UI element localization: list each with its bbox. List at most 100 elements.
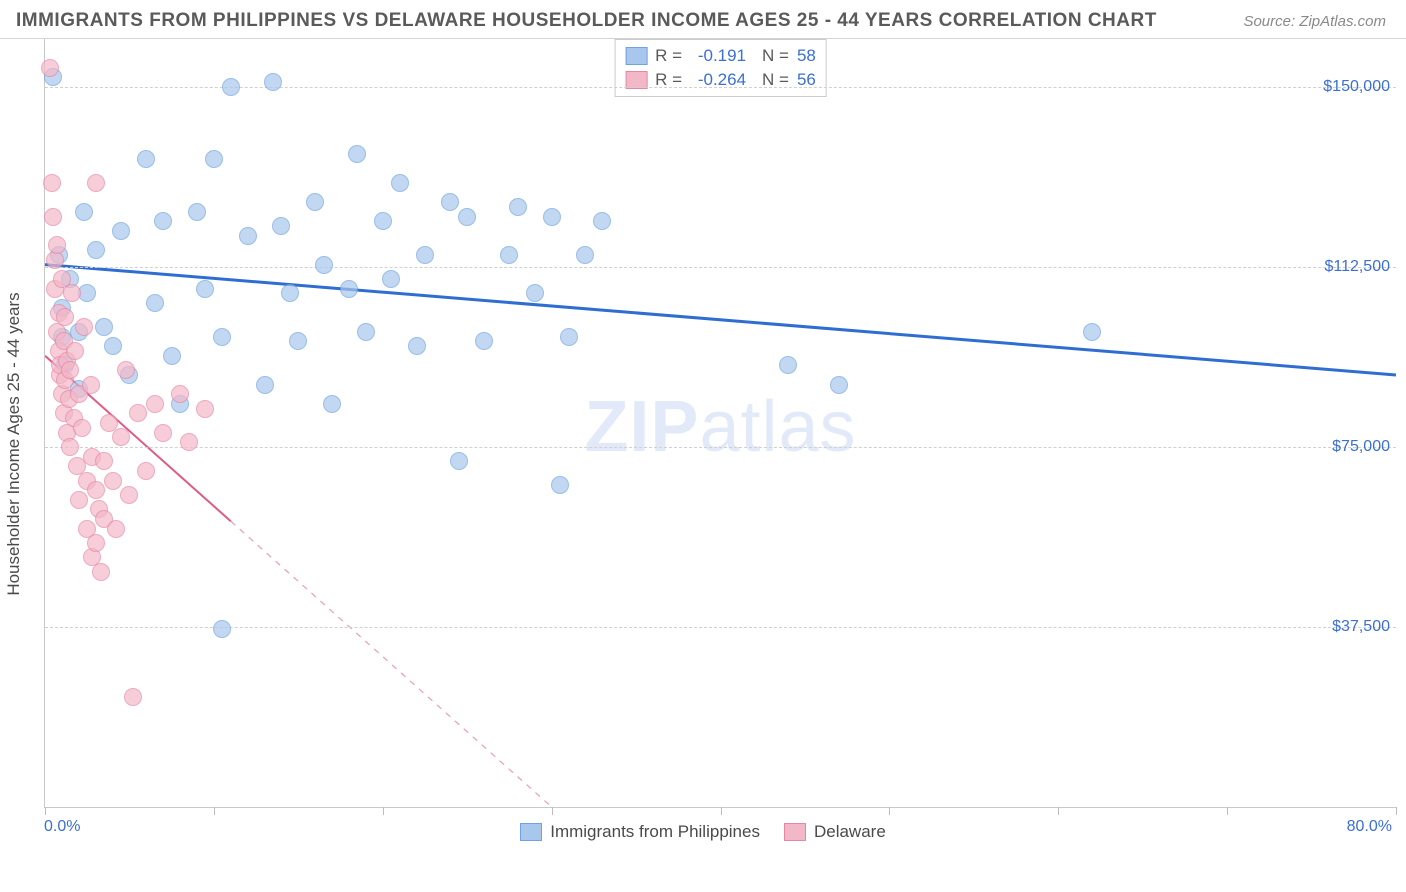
- data-point: [509, 198, 527, 216]
- data-point: [112, 428, 130, 446]
- data-point: [475, 332, 493, 350]
- data-point: [450, 452, 468, 470]
- data-point: [213, 328, 231, 346]
- legend-swatch: [784, 823, 806, 841]
- legend-r-value: -0.191: [690, 46, 746, 66]
- legend-label: Immigrants from Philippines: [550, 822, 760, 842]
- x-tick: [1396, 807, 1397, 815]
- data-point: [551, 476, 569, 494]
- gridline: [45, 627, 1396, 628]
- data-point: [104, 337, 122, 355]
- data-point: [1083, 323, 1101, 341]
- data-point: [416, 246, 434, 264]
- watermark: ZIPatlas: [584, 386, 856, 468]
- data-point: [315, 256, 333, 274]
- data-point: [526, 284, 544, 302]
- data-point: [374, 212, 392, 230]
- y-tick-label: $75,000: [1332, 438, 1390, 456]
- data-point: [154, 424, 172, 442]
- data-point: [43, 174, 61, 192]
- x-tick: [889, 807, 890, 815]
- data-point: [92, 563, 110, 581]
- legend-n-value: 58: [797, 46, 816, 66]
- y-tick-label: $112,500: [1324, 258, 1390, 276]
- legend-series: Immigrants from Philippines Delaware: [0, 822, 1406, 842]
- data-point: [117, 361, 135, 379]
- data-point: [82, 376, 100, 394]
- x-tick: [552, 807, 553, 815]
- data-point: [154, 212, 172, 230]
- data-point: [63, 284, 81, 302]
- data-point: [239, 227, 257, 245]
- data-point: [137, 462, 155, 480]
- chart-area: Householder Income Ages 25 - 44 years ZI…: [0, 38, 1406, 848]
- data-point: [95, 318, 113, 336]
- data-point: [196, 280, 214, 298]
- data-point: [87, 534, 105, 552]
- data-point: [213, 620, 231, 638]
- data-point: [543, 208, 561, 226]
- data-point: [56, 308, 74, 326]
- watermark-atlas: atlas: [699, 387, 856, 467]
- gridline: [45, 87, 1396, 88]
- y-tick-label: $37,500: [1332, 618, 1390, 636]
- data-point: [348, 145, 366, 163]
- data-point: [340, 280, 358, 298]
- x-tick: [721, 807, 722, 815]
- data-point: [222, 78, 240, 96]
- data-point: [75, 203, 93, 221]
- plot-area: ZIPatlas R = -0.191 N = 58R =-0.264N =56 $3…: [44, 39, 1396, 808]
- chart-title: IMMIGRANTS FROM PHILIPPINES VS DELAWARE …: [16, 10, 1157, 32]
- source-label: Source: ZipAtlas.com: [1243, 13, 1386, 30]
- legend-row: R =-0.264N =56: [625, 68, 816, 92]
- data-point: [256, 376, 274, 394]
- legend-label: Delaware: [814, 822, 886, 842]
- legend-r-label: R =: [655, 46, 682, 66]
- data-point: [146, 294, 164, 312]
- data-point: [441, 193, 459, 211]
- data-point: [75, 318, 93, 336]
- data-point: [137, 150, 155, 168]
- data-point: [306, 193, 324, 211]
- data-point: [129, 404, 147, 422]
- data-point: [66, 342, 84, 360]
- data-point: [264, 73, 282, 91]
- x-tick: [1058, 807, 1059, 815]
- y-tick-label: $150,000: [1323, 78, 1390, 96]
- data-point: [576, 246, 594, 264]
- data-point: [281, 284, 299, 302]
- data-point: [196, 400, 214, 418]
- trend-lines: [45, 39, 1396, 807]
- x-tick: [214, 807, 215, 815]
- data-point: [593, 212, 611, 230]
- legend-n-label: N =: [762, 46, 789, 66]
- x-tick: [45, 807, 46, 815]
- legend-item: Delaware: [784, 822, 886, 842]
- data-point: [70, 491, 88, 509]
- data-point: [357, 323, 375, 341]
- legend-correlation: R = -0.191 N = 58R =-0.264N =56: [614, 39, 827, 97]
- data-point: [560, 328, 578, 346]
- data-point: [188, 203, 206, 221]
- x-tick: [1227, 807, 1228, 815]
- data-point: [408, 337, 426, 355]
- data-point: [382, 270, 400, 288]
- data-point: [180, 433, 198, 451]
- legend-swatch: [625, 47, 647, 65]
- legend-item: Immigrants from Philippines: [520, 822, 760, 842]
- data-point: [44, 208, 62, 226]
- data-point: [87, 481, 105, 499]
- x-tick: [383, 807, 384, 815]
- data-point: [272, 217, 290, 235]
- data-point: [87, 241, 105, 259]
- data-point: [124, 688, 142, 706]
- data-point: [458, 208, 476, 226]
- data-point: [391, 174, 409, 192]
- data-point: [830, 376, 848, 394]
- legend-swatch: [520, 823, 542, 841]
- data-point: [205, 150, 223, 168]
- data-point: [289, 332, 307, 350]
- gridline: [45, 267, 1396, 268]
- data-point: [104, 472, 122, 490]
- data-point: [61, 361, 79, 379]
